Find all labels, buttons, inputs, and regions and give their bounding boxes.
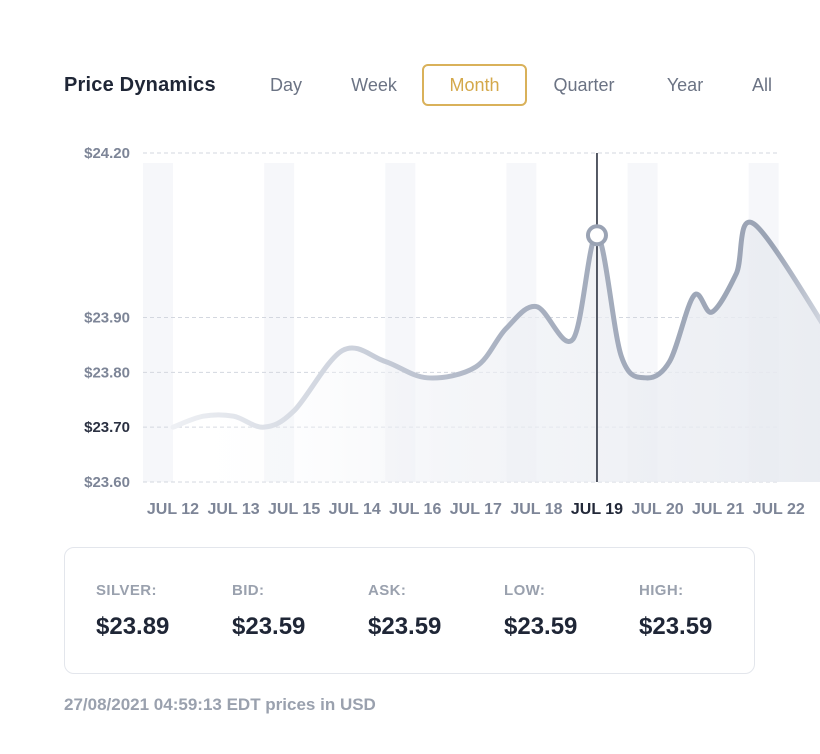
stat-low: LOW: $23.59 xyxy=(504,582,577,641)
x-tick-label: JUL 13 xyxy=(207,501,259,518)
stat-label: SILVER: xyxy=(96,582,157,599)
x-tick-label: JUL 20 xyxy=(631,501,683,518)
series-line xyxy=(170,219,820,430)
stat-value: $23.59 xyxy=(368,613,442,640)
stat-value: $23.59 xyxy=(639,613,713,640)
stat-label: BID: xyxy=(232,582,265,599)
stat-label: ASK: xyxy=(368,582,407,599)
highlight-point xyxy=(585,224,608,247)
price-stats-card: SILVER: $23.89 BID: $23.59 ASK: $23.59 L… xyxy=(64,547,755,674)
x-tick-label: JUL 15 xyxy=(268,501,320,518)
stat-label: HIGH: xyxy=(639,582,684,599)
x-tick-label: JUL 22 xyxy=(753,501,805,518)
page-title: Price Dynamics xyxy=(64,74,216,96)
stat-label: LOW: xyxy=(504,582,546,599)
tab-month[interactable]: Month xyxy=(422,64,527,106)
tab-year[interactable]: Year xyxy=(666,75,704,95)
y-tick-label: $24.20 xyxy=(84,145,130,162)
stat-value: $23.59 xyxy=(232,613,306,640)
stat-bid: BID: $23.59 xyxy=(232,582,305,641)
price-chart: $24.20 $23.90 $23.80 $23.70 $23.60 JUL 12 JUL … xyxy=(84,145,820,518)
y-tick-label: $23.80 xyxy=(84,364,130,381)
x-tick-label: JUL 16 xyxy=(389,501,441,518)
stat-value: $23.59 xyxy=(504,613,578,640)
tab-quarter[interactable]: Quarter xyxy=(553,75,615,95)
stat-silver: SILVER: $23.89 xyxy=(96,582,169,641)
y-tick-label: $23.60 xyxy=(84,474,130,491)
chart-header: Price Dynamics Day Week Month Quarter Ye… xyxy=(64,64,780,106)
y-tick-label: $23.90 xyxy=(84,310,130,327)
x-tick-label: JUL 14 xyxy=(329,501,381,518)
tab-week[interactable]: Week xyxy=(351,75,397,95)
chart-band xyxy=(143,163,173,482)
x-tick-label: JUL 12 xyxy=(147,501,199,518)
x-tick-label: JUL 18 xyxy=(510,501,562,518)
stat-ask: ASK: $23.59 xyxy=(368,582,441,641)
x-tick-label: JUL 17 xyxy=(450,501,502,518)
tab-day[interactable]: Day xyxy=(269,75,302,95)
price-timestamp: 27/08/2021 04:59:13 EDT prices in USD xyxy=(64,695,376,714)
y-tick-label: $23.70 xyxy=(84,419,130,436)
x-tick-label: JUL 19 xyxy=(571,501,623,518)
stat-value: $23.89 xyxy=(96,613,170,640)
tab-all[interactable]: All xyxy=(751,75,772,95)
stat-high: HIGH: $23.59 xyxy=(639,582,712,641)
series-area xyxy=(172,222,820,482)
x-tick-label: JUL 21 xyxy=(692,501,744,518)
